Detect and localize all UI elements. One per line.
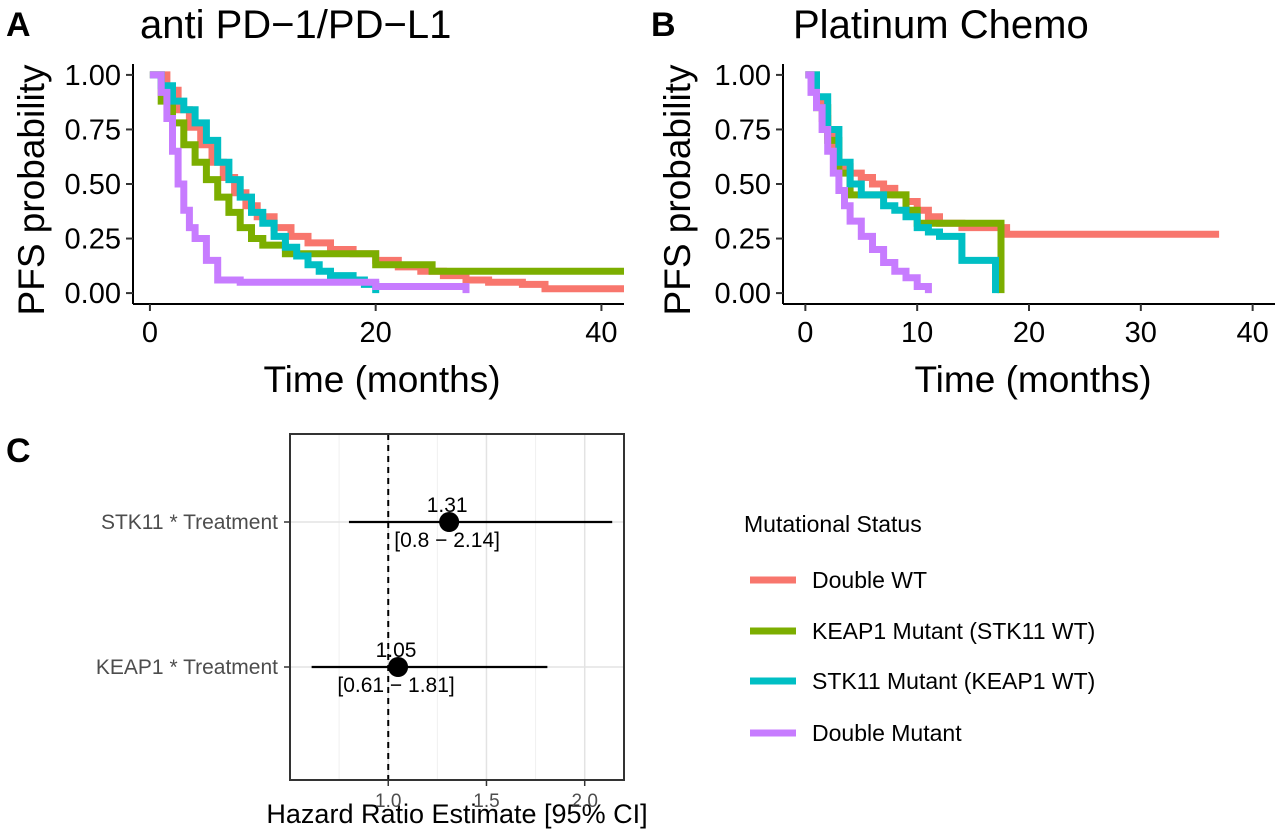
panel-c-forest-plot: STK11 * Treatment 1.31 [0.8 − 2.14] KEAP1 *…	[96, 433, 625, 812]
panel-a-y-tick-label: 1.00	[65, 60, 121, 92]
panel-b-letter: B	[651, 6, 676, 44]
panel-b-series-double-mutant	[805, 71, 932, 294]
panel-c-row-label: STK11 * Treatment	[101, 511, 278, 534]
legend-title: Mutational Status	[744, 511, 922, 537]
panel-a-letter: A	[6, 6, 31, 44]
legend: Mutational Status Double WT KEAP1 Mutant …	[744, 511, 1095, 746]
panel-c-x-tick-label: 1.0	[375, 791, 401, 812]
panel-a-y-axis-label: PFS probability	[11, 64, 52, 315]
panel-a-y-tick-label: 0.00	[65, 278, 121, 310]
panel-a-x-tick-label: 0	[142, 317, 158, 349]
panel-c-frame	[289, 433, 625, 781]
panel-a: A anti PD−1/PD−L1 PFS probability Time (…	[6, 3, 624, 400]
panel-a-x-tick-label: 20	[360, 317, 392, 349]
panel-b-series-double-wt	[805, 71, 1220, 238]
panel-c-x-axis-label: Hazard Ratio Estimate [95% CI]	[266, 799, 647, 829]
panel-c-x-tick-label: 1.5	[473, 791, 499, 812]
panel-b-y-tick-label: 0.50	[715, 169, 771, 201]
panel-a-series-double-wt	[149, 71, 624, 293]
panel-b-y-tick-label: 0.75	[715, 114, 771, 146]
panel-c-row-label: KEAP1 * Treatment	[96, 656, 278, 679]
panel-b-x-axis-label: Time (months)	[914, 359, 1151, 400]
panel-b-y-tick-label: 1.00	[715, 60, 771, 92]
panel-a-plot-area: 0.00 0.25 0.50 0.75 1.00 0 20 40	[65, 60, 624, 349]
panel-c-estimate-label: 1.05	[376, 639, 417, 662]
panel-b-x-tick-label: 40	[1237, 317, 1269, 349]
panel-c: C Hazard Ratio Estimate [95% CI] STK11 *…	[6, 432, 648, 829]
panel-c-ci-label: [0.61 − 1.81]	[337, 674, 454, 697]
panel-a-y-tick-label: 0.50	[65, 169, 121, 201]
panel-b-x-tick-label: 10	[901, 317, 933, 349]
legend-label-double-mutant: Double Mutant	[812, 720, 962, 746]
panel-a-x-axis-label: Time (months)	[263, 359, 500, 400]
panel-b-series-stk11-mutant-keap1-wt	[805, 71, 999, 294]
panel-a-series-keap1-mutant-stk11-wt	[149, 71, 624, 275]
panel-a-y-tick-label: 0.25	[65, 224, 121, 256]
panel-a-y-tick-label: 0.75	[65, 114, 121, 146]
panel-a-x-tick-label: 40	[585, 317, 617, 349]
panel-b-plot-area: 0.00 0.25 0.50 0.75 1.00 0 10 20 30 40	[715, 60, 1275, 349]
panel-a-series-stk11-mutant-keap1-wt	[149, 71, 380, 294]
panel-c-ci-label: [0.8 − 2.14]	[394, 529, 500, 552]
panel-b-x-tick-label: 30	[1125, 317, 1157, 349]
panel-b-y-tick-label: 0.25	[715, 224, 771, 256]
legend-label-stk11-mutant-keap1-wt: STK11 Mutant (KEAP1 WT)	[812, 668, 1095, 694]
panel-b: B Platinum Chemo PFS probability Time (m…	[651, 3, 1275, 400]
panel-b-x-tick-label: 0	[797, 317, 813, 349]
panel-c-estimate-point	[439, 512, 460, 532]
panel-c-estimate-point	[388, 657, 409, 677]
panel-c-letter: C	[6, 432, 31, 470]
legend-label-keap1-mutant-stk11-wt: KEAP1 Mutant (STK11 WT)	[812, 618, 1095, 644]
panel-a-series-double-mutant	[149, 71, 470, 294]
panel-c-x-tick-label: 2.0	[571, 791, 597, 812]
panel-b-title: Platinum Chemo	[793, 3, 1089, 47]
legend-items: Double WT KEAP1 Mutant (STK11 WT) STK11 Mu…	[750, 567, 1095, 746]
panel-c-estimate-label: 1.31	[427, 494, 468, 517]
legend-label-double-wt: Double WT	[812, 567, 927, 593]
panel-b-x-tick-label: 20	[1013, 317, 1045, 349]
panel-a-title: anti PD−1/PD−L1	[140, 3, 451, 47]
panel-b-y-tick-label: 0.00	[715, 278, 771, 310]
panel-b-y-axis-label: PFS probability	[657, 64, 698, 315]
